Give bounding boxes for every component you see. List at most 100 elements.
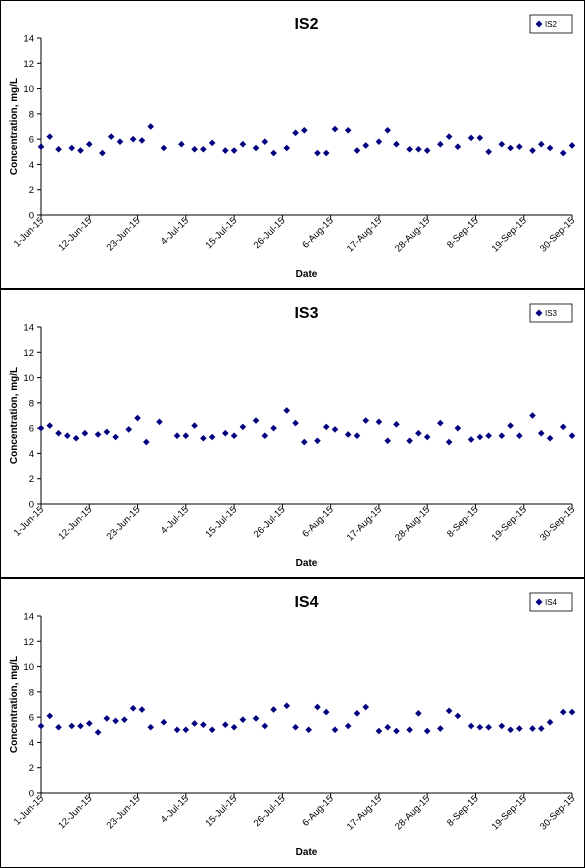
data-point [200,434,207,442]
data-point [362,417,370,424]
data-point [305,726,312,734]
data-point [46,422,54,429]
data-point [68,144,76,152]
data-point [72,434,80,442]
data-point [445,707,453,715]
legend-label: IS3 [545,309,558,318]
x-tick-label: 30-Sep-15 [538,215,577,254]
y-tick-label: 2 [29,185,34,196]
x-tick-label: 26-Jul-15 [252,504,288,540]
data-point [129,135,137,143]
y-tick-label: 2 [29,763,34,774]
data-point [314,703,321,711]
data-point [384,437,391,445]
x-tick-label: 6-Aug-15 [300,504,335,539]
y-tick-label: 12 [23,348,34,359]
data-point [537,429,545,437]
data-point [415,429,422,437]
data-point [301,126,308,134]
y-tick-label: 6 [29,135,34,146]
x-tick-label: 17-Aug-15 [345,215,384,254]
data-point [173,432,181,440]
data-point [375,727,383,735]
data-point [568,432,576,440]
data-point [37,722,45,730]
data-point [314,437,321,445]
x-tick-label: 28-Aug-15 [393,793,432,832]
y-tick-label: 2 [29,474,34,485]
data-point [568,142,576,149]
data-point [529,725,536,732]
legend-box [529,592,573,612]
data-point [239,716,247,723]
data-point [103,428,111,436]
data-point [454,143,462,151]
data-point [331,125,339,133]
y-tick-label: 0 [29,211,34,222]
data-point [292,419,299,427]
data-point [200,721,207,729]
chart-panel-is4: IS4 0 2 4 6 8 10 12 14 1-Jun-15 12-Jun-15 23-Jun-15… [0,578,585,868]
data-point [239,423,247,431]
x-tick-label: 4-Jul-15 [159,793,191,825]
data-point [498,722,506,730]
x-tick-label: 12-Jun-15 [56,504,94,542]
x-tick-label: 23-Jun-15 [105,215,143,253]
data-point [467,722,475,730]
data-point [485,148,492,156]
y-tick-label: 4 [29,449,34,460]
data-point [222,721,229,729]
data-point [94,729,102,736]
data-point [182,726,190,734]
data-point [283,407,291,414]
data-point [322,149,330,157]
data-point [384,126,391,134]
legend-box [529,303,573,323]
data-point [94,431,102,438]
data-point [112,717,119,725]
data-point [200,145,207,153]
data-point [147,123,155,130]
x-tick-label: 26-Jul-15 [252,793,288,829]
data-point [208,433,216,441]
data-point [546,718,554,726]
x-tick-label: 19-Sep-15 [490,793,529,832]
y-axis-label: Concentration, mg/L [9,367,20,464]
y-tick-label: 14 [23,612,34,623]
data-point [252,417,260,424]
data-point [301,438,308,446]
x-tick-label: 8-Sep-15 [445,215,480,250]
x-tick-label: 15-Jul-15 [203,504,239,540]
data-point [507,422,514,429]
data-point [476,433,484,441]
data-point [393,727,400,735]
data-point [437,419,444,427]
x-tick-label: 23-Jun-15 [105,504,143,542]
x-tick-label: 19-Sep-15 [490,504,529,543]
data-point [476,134,484,142]
data-point [445,438,453,446]
data-point [467,436,475,443]
data-point [55,145,62,153]
data-point [344,431,352,438]
data-point [362,142,370,149]
data-point [537,725,545,732]
data-point [393,421,400,428]
data-point [353,710,361,717]
y-tick-label: 8 [29,109,34,120]
y-axis-label: Concentration, mg/L [9,78,20,175]
data-point [222,429,229,437]
data-point [353,432,361,440]
data-point [134,414,141,422]
data-point [68,722,76,730]
chart-title: IS4 [294,594,318,611]
data-point [375,138,383,145]
data-point [507,726,514,734]
data-point [230,723,238,731]
data-point [55,723,62,731]
data-point [516,432,523,440]
x-tick-label: 8-Sep-15 [445,793,480,828]
data-point [423,147,431,154]
y-tick-label: 10 [23,373,34,384]
